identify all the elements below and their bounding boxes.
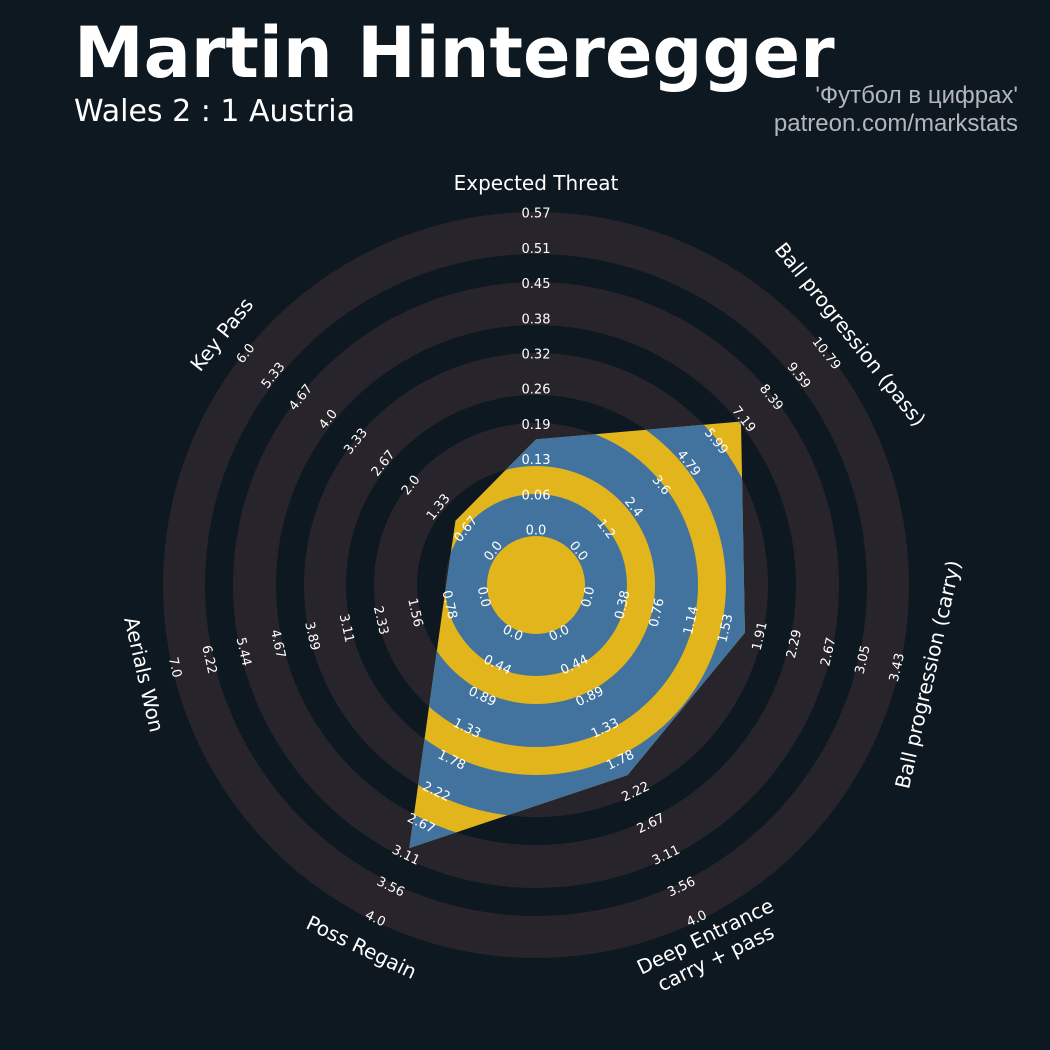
axis-tick-label: 0.57 — [522, 207, 551, 222]
axis-tick-label: 0.38 — [522, 312, 551, 327]
axis-tick-label: 0.78 — [439, 589, 460, 621]
axis-tick-label: 2.29 — [784, 628, 805, 660]
axis-tick-label: 0.06 — [522, 488, 551, 503]
axis-tick-label: 4.67 — [267, 628, 288, 660]
axis-tick-label: 3.05 — [853, 644, 874, 676]
axis-tick-label: 3.89 — [301, 620, 322, 652]
axis-tick-label: 0.32 — [522, 348, 551, 363]
credit-line-2: patreon.com/markstats — [773, 110, 1018, 137]
axis-tick-label: 5.44 — [233, 636, 254, 668]
axis-tick-label: 3.43 — [887, 652, 908, 684]
axis-tick-label: 0.0 — [579, 585, 598, 609]
axis-tick-label: 3.11 — [336, 613, 357, 645]
param-label: Expected Threat — [454, 171, 619, 195]
axis-tick-label: 6.22 — [198, 644, 219, 676]
axis-tick-label: 1.53 — [715, 613, 736, 645]
player-ring — [445, 494, 627, 676]
axis-tick-label: 2.67 — [818, 636, 839, 668]
player-name-title: Martin Hinteregger — [74, 12, 835, 94]
axis-tick-label: 0.51 — [522, 242, 551, 257]
axis-tick-label: 1.14 — [681, 605, 702, 637]
axis-tick-label: 0.38 — [612, 589, 633, 621]
axis-tick-label: 2.33 — [370, 605, 391, 637]
axis-tick-label: 0.13 — [522, 453, 551, 468]
axis-tick-label: 0.0 — [474, 585, 493, 609]
match-score-subtitle: Wales 2 : 1 Austria — [74, 94, 355, 129]
credit-line-1: 'Футбол в цифрах' — [815, 82, 1018, 109]
axis-tick-label: 0.45 — [522, 277, 551, 292]
axis-tick-label: 0.0 — [526, 524, 547, 539]
axis-tick-label: 0.76 — [647, 597, 668, 629]
axis-tick-label: 7.0 — [165, 656, 184, 680]
axis-tick-label: 1.91 — [750, 620, 771, 652]
param-label: Aerials Won — [119, 614, 169, 734]
axis-tick-label: 0.26 — [522, 383, 551, 398]
axis-tick-label: 0.19 — [522, 418, 551, 433]
axis-tick-label: 1.56 — [404, 597, 425, 629]
